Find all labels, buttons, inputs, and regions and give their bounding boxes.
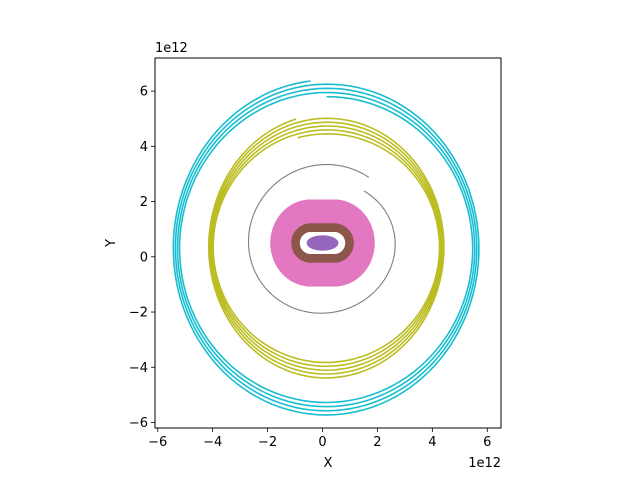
y-offset-text: 1e12: [155, 41, 188, 56]
y-tick-label: −2: [129, 306, 148, 321]
orbit-band: [270, 199, 375, 287]
y-tick-label: 2: [140, 195, 148, 210]
orbit-series-1: [306, 235, 339, 251]
y-tick-label: −6: [129, 416, 148, 431]
series-layer: [172, 80, 480, 416]
x-tick-label: 4: [428, 435, 436, 450]
orbit-line: [247, 163, 396, 314]
y-tick-label: −4: [129, 361, 148, 376]
orbit-series-4: [247, 163, 396, 314]
x-offset-text: 1e12: [468, 456, 501, 471]
y-axis-label: Y: [104, 239, 119, 248]
x-tick-label: −6: [148, 435, 167, 450]
y-tick-label: 6: [140, 85, 148, 100]
plot-frame: [154, 57, 502, 429]
x-tick-label: 0: [318, 435, 326, 450]
orbit-series-3: [270, 199, 375, 287]
x-tick-label: −2: [258, 435, 277, 450]
x-tick-label: 6: [483, 435, 491, 450]
orbit-line: [207, 117, 445, 379]
x-axis-label: X: [324, 456, 333, 471]
x-tick-label: −4: [203, 435, 222, 450]
orbit-band: [306, 235, 339, 251]
y-tick-label: 4: [140, 140, 148, 155]
x-tick-label: 2: [373, 435, 381, 450]
y-tick-label: 0: [140, 250, 148, 265]
orbit-series-5: [207, 117, 445, 379]
y-axis: −6 −4 −2 0 2 4 6: [129, 85, 155, 431]
orbit-series-6: [172, 80, 480, 416]
orbit-line: [172, 80, 480, 416]
x-axis: −6 −4 −2 0 2 4 6: [148, 428, 491, 450]
